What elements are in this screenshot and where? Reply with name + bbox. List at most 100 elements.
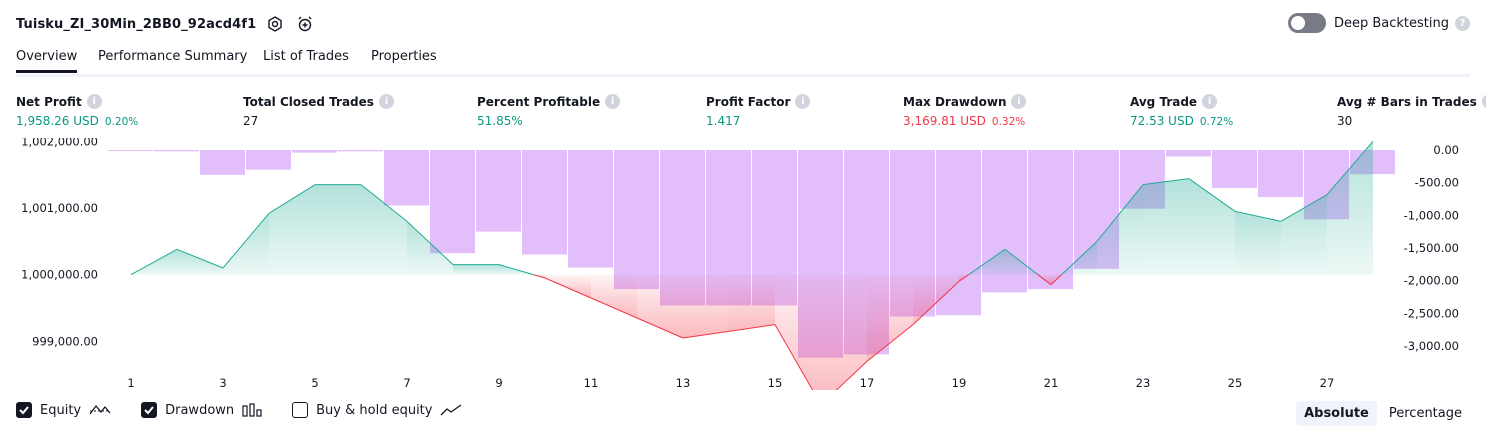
x-axis-tick: 21: [1044, 376, 1059, 390]
metric-label: Percent Profitable: [477, 94, 601, 109]
equity-line: [958, 274, 969, 282]
equity-line: [636, 317, 684, 339]
strategy-name: Tuisku_ZI_30Min_2BB0_92acd4f1: [16, 16, 257, 32]
x-axis-tick: 7: [403, 376, 410, 390]
help-icon[interactable]: i: [86, 94, 102, 109]
equity-line: [130, 248, 178, 276]
chart-legend: Equity Drawdown Buy & hold equity: [16, 402, 492, 418]
mode-absolute[interactable]: Absolute: [1296, 401, 1377, 426]
help-icon[interactable]: i: [1481, 94, 1486, 109]
metric-value: 51.85%: [477, 114, 523, 128]
equity-area: [1143, 178, 1189, 275]
metric-value: 27: [243, 114, 259, 128]
deep-backtesting-toggle[interactable]: [1287, 13, 1326, 33]
metric-label: Total Closed Trades: [243, 94, 374, 109]
equity-line: [1280, 194, 1328, 222]
tab-overview[interactable]: Overview: [16, 49, 78, 73]
metric-percent-profitable: Percent Profitable i 51.85%: [477, 94, 621, 128]
drawdown-bar: [384, 150, 429, 206]
equity-area: [545, 274, 591, 298]
right-axis-tick: -1,500.00: [1404, 241, 1459, 255]
equity-line: [1050, 274, 1062, 286]
x-axis-tick: 3: [219, 376, 226, 390]
right-axis-tick: 0.00: [1433, 143, 1459, 157]
legend-label: Drawdown: [165, 402, 235, 418]
help-icon[interactable]: i: [1011, 94, 1027, 109]
equity-line-icon: [89, 403, 111, 417]
buy-hold-checkbox[interactable]: [292, 402, 309, 418]
settings-icon[interactable]: [264, 13, 286, 35]
help-icon[interactable]: i: [1202, 94, 1218, 109]
equity-drawdown-chart[interactable]: 1,002,000.00 1,001,000.00 1,000,000.00 999,…: [0, 134, 1486, 406]
equity-checkbox[interactable]: [16, 402, 32, 418]
equity-area: [591, 274, 637, 318]
drawdown-bar: [246, 150, 291, 170]
x-axis-tick: 19: [952, 376, 967, 390]
metric-percent: 0.32%: [991, 116, 1026, 128]
x-axis-tick: 9: [495, 376, 502, 390]
equity-line: [968, 248, 1006, 276]
help-icon[interactable]: ?: [1455, 15, 1470, 31]
drawdown-checkbox[interactable]: [141, 402, 158, 418]
left-axis-tick: 1,000,000.00: [21, 268, 98, 282]
deep-backtesting-label: Deep Backtesting: [1333, 15, 1449, 31]
legend-buy-hold-equity[interactable]: Buy & hold equity: [292, 402, 462, 418]
left-axis-tick: 1,001,000.00: [21, 201, 98, 215]
equity-line: [176, 248, 224, 269]
equity-area: [177, 249, 223, 275]
drawdown-bar: [614, 150, 659, 290]
metric-value: 1,958.26 USD: [16, 114, 99, 128]
drawdown-bar: [568, 150, 613, 268]
drawdown-bar: [292, 150, 337, 153]
legend-equity[interactable]: Equity: [16, 402, 111, 418]
drawdown-bar: [476, 150, 521, 232]
deep-backtesting: Deep Backtesting ?: [1287, 13, 1470, 33]
equity-line: [1037, 274, 1052, 286]
x-axis-tick: 15: [768, 376, 783, 390]
equity-area: [1189, 178, 1235, 275]
report-tabs: Overview Performance Summary List of Tra…: [16, 44, 1470, 77]
tab-list-of-trades[interactable]: List of Trades: [263, 49, 349, 64]
equity-line: [544, 277, 592, 299]
help-icon[interactable]: i: [605, 94, 621, 109]
x-axis-tick: 23: [1136, 376, 1151, 390]
equity-line: [406, 220, 454, 266]
equity-line: [912, 280, 960, 326]
metric-avg-trade: Avg Trade i 72.53 USD 0.72%: [1130, 94, 1233, 128]
scale-mode-switch: Absolute Percentage: [1292, 401, 1470, 426]
alarm-add-icon[interactable]: [294, 13, 316, 35]
metric-percent: 0.20%: [104, 116, 139, 128]
equity-line: [590, 297, 638, 319]
equity-line: [1004, 248, 1039, 276]
equity-area: [1235, 211, 1281, 275]
equity-area: [453, 264, 499, 275]
buy-hold-line-icon: [440, 403, 462, 417]
x-axis-tick: 25: [1228, 376, 1243, 390]
strategy-header: Tuisku_ZI_30Min_2BB0_92acd4f1: [16, 13, 316, 35]
x-axis-tick: 11: [584, 376, 599, 390]
help-icon[interactable]: i: [378, 94, 394, 109]
equity-line: [1061, 240, 1098, 276]
equity-line: [1326, 141, 1374, 195]
equity-line: [682, 330, 730, 339]
equity-line: [866, 324, 914, 362]
metric-profit-factor: Profit Factor i 1.417: [706, 94, 811, 128]
equity-area: [729, 274, 775, 332]
equity-area: [1097, 184, 1143, 275]
metric-net-profit: Net Profit i 1,958.26 USD 0.20%: [16, 94, 138, 128]
tab-performance-summary[interactable]: Performance Summary: [98, 49, 248, 64]
mode-percentage[interactable]: Percentage: [1388, 406, 1462, 421]
left-axis-tick: 999,000.00: [32, 334, 98, 348]
equity-line: [1096, 184, 1144, 242]
metric-value: 72.53 USD: [1130, 114, 1194, 128]
help-icon[interactable]: i: [795, 94, 811, 109]
drawdown-bar: [154, 150, 199, 152]
metric-label: Profit Factor: [706, 94, 791, 109]
tab-properties[interactable]: Properties: [371, 49, 437, 64]
x-axis-tick: 27: [1320, 376, 1335, 390]
right-axis-tick: -3,000.00: [1404, 339, 1459, 353]
legend-drawdown[interactable]: Drawdown: [141, 402, 262, 418]
equity-area: [269, 184, 315, 275]
equity-line: [1234, 210, 1282, 222]
chart-svg[interactable]: 1,002,000.00 1,001,000.00 1,000,000.00 999,…: [0, 134, 1486, 406]
